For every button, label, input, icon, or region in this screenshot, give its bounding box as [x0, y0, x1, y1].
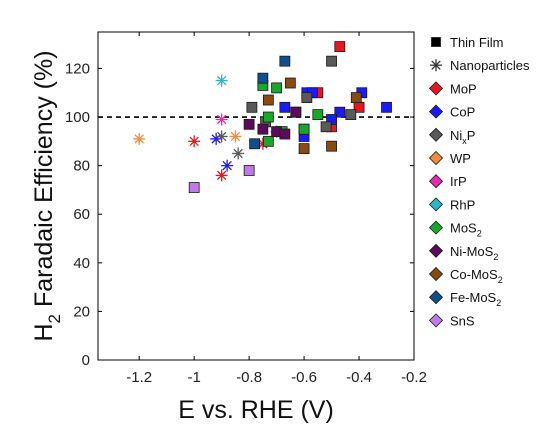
point-nixp-thin-film — [345, 109, 357, 121]
legend-label-sns: SnS — [450, 313, 475, 328]
point-nixp-thin-film — [301, 92, 313, 103]
legend-label-ni-mos2: Ni-MoS2 — [450, 244, 498, 262]
legend-marker-wp — [428, 150, 444, 166]
point-wp-nanoparticle — [133, 132, 146, 145]
point-cop-thin-film — [279, 101, 291, 113]
x-tick-label: -0.2 — [401, 369, 427, 386]
y-tick-label: 60 — [73, 206, 90, 223]
legend-label-fe-mos2: Fe-MoS2 — [450, 290, 501, 308]
point-mos2-thin-film — [298, 123, 310, 135]
legend-marker-sns — [428, 313, 444, 328]
point-rhp-nanoparticle — [215, 74, 228, 87]
y-axis-title: H2 Faradaic Efficiency (%) — [30, 50, 64, 341]
point-co-mos2-thin-film — [284, 77, 296, 89]
point-co-mos2-thin-film — [326, 140, 337, 152]
point-cop-nanoparticle — [221, 159, 234, 172]
point-nixp-nanoparticle — [232, 147, 245, 160]
point-mop-thin-film — [334, 41, 346, 52]
legend-label-mop: MoP — [450, 81, 477, 96]
legend: Thin Film Nanoparticles MoP CoP NixP WP IrP RhP… — [428, 35, 530, 328]
legend-marker-rhp — [428, 197, 444, 212]
legend-label-nanoparticles: Nanoparticles — [450, 58, 530, 73]
point-nixp-thin-film — [320, 121, 332, 133]
point-ni-mos2-thin-film — [243, 118, 255, 130]
y-axis: 0 20 40 60 80 100 120 — [65, 60, 414, 369]
x-tick-label: -1.2 — [126, 369, 152, 386]
legend-marker-fe-mos2 — [428, 290, 444, 305]
legend-label-cop: CoP — [450, 105, 475, 120]
legend-marker-nixp — [428, 127, 444, 142]
point-mop-nanoparticle — [188, 135, 201, 148]
legend-label-rhp: RhP — [450, 197, 475, 212]
point-cop-thin-film — [381, 101, 392, 113]
legend-marker-nanoparticles — [430, 59, 442, 72]
point-co-mos2-thin-film — [350, 92, 362, 103]
y-tick-label: 80 — [73, 158, 90, 175]
point-mos2-thin-film — [262, 111, 274, 123]
legend-label-irp: IrP — [450, 174, 467, 189]
y-tick-label: 0 — [82, 352, 90, 369]
point-cop-thin-film — [334, 106, 346, 118]
point-wp-nanoparticle — [229, 130, 242, 143]
legend-marker-thin-film — [431, 37, 441, 47]
data-points — [133, 41, 392, 193]
legend-label-nixp: NixP — [450, 128, 475, 146]
legend-marker-co-mos2 — [428, 266, 444, 282]
point-nixp-thin-film — [326, 55, 337, 67]
legend-marker-ni-mos2 — [428, 243, 444, 258]
point-cop-thin-film — [326, 114, 337, 125]
legend-marker-mos2 — [428, 220, 444, 235]
y-tick-label: 40 — [73, 255, 90, 272]
legend-marker-mop — [428, 81, 444, 96]
point-nixp-nanoparticle — [215, 130, 228, 143]
y-tick-label: 20 — [73, 303, 90, 320]
point-nixp-thin-film — [246, 101, 258, 113]
legend-marker-irp — [428, 174, 444, 189]
y-tick-label: 100 — [65, 109, 90, 126]
x-tick-label: -0.8 — [236, 369, 262, 386]
point-ni-mos2-thin-film — [279, 128, 291, 140]
point-fe-mos2-thin-film — [249, 138, 261, 150]
point-co-mos2-thin-film — [298, 143, 310, 155]
point-ni-mos2-thin-film — [290, 106, 302, 118]
x-tick-label: -0.4 — [346, 369, 372, 386]
point-fe-mos2-thin-film — [279, 55, 291, 67]
point-mos2-thin-film — [312, 109, 324, 121]
y-tick-label: 120 — [65, 60, 90, 77]
point-ni-mos2-thin-film — [257, 123, 269, 135]
legend-label-thin-film: Thin Film — [450, 35, 503, 50]
x-axis-title: E vs. RHE (V) — [178, 396, 334, 424]
point-mos2-thin-film — [262, 135, 274, 147]
legend-label-wp: WP — [450, 151, 471, 166]
point-sns-thin-film — [243, 165, 255, 176]
x-tick-label: -1 — [188, 369, 201, 386]
point-mos2-thin-film — [271, 82, 283, 94]
x-tick-label: -0.6 — [291, 369, 317, 386]
x-axis: -1.2 -1 -0.8 -0.6 -0.4 -0.2 — [126, 32, 427, 386]
plot-frame — [97, 31, 415, 361]
point-sns-thin-film — [188, 182, 200, 193]
point-irp-nanoparticle — [215, 113, 228, 126]
point-mop-nanoparticle — [215, 169, 228, 182]
legend-label-co-mos2: Co-MoS2 — [450, 267, 503, 285]
point-fe-mos2-thin-film — [257, 72, 269, 84]
legend-marker-cop — [428, 104, 444, 119]
legend-label-mos2: MoS2 — [450, 221, 482, 239]
point-co-mos2-thin-film — [262, 94, 274, 106]
